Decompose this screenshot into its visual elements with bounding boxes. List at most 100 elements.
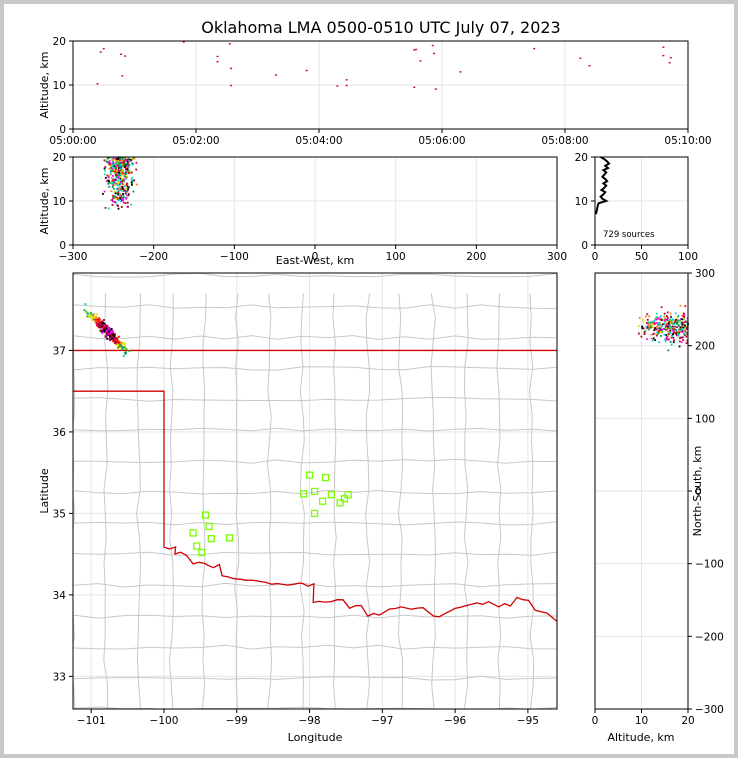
x-tick-label: 05:10:00: [664, 135, 711, 147]
north-south-point: [663, 328, 666, 330]
north-south-point: [657, 329, 660, 332]
north-south-point: [646, 322, 648, 324]
east-west-point: [118, 193, 121, 196]
east-west-point: [130, 181, 133, 184]
north-south-point: [667, 322, 670, 325]
plan-view-point: [111, 330, 114, 333]
time-height-point: [119, 53, 122, 55]
time-height-point: [216, 55, 219, 58]
plan-view-point: [96, 324, 99, 327]
x-tick-label: 10: [635, 715, 648, 727]
east-west-point: [116, 182, 119, 185]
time-height-point: [305, 69, 308, 72]
plan-view-point: [108, 329, 111, 332]
plan-view-point: [95, 313, 98, 316]
east-west-point: [109, 182, 112, 184]
plan-view-point: [113, 335, 116, 338]
east-west-point: [125, 184, 128, 186]
east-west-point: [112, 162, 115, 164]
north-south-point: [667, 349, 670, 352]
north-south-point: [669, 327, 671, 330]
north-south-point: [672, 331, 675, 334]
north-south-point: [646, 325, 649, 328]
y-tick-label: 20: [53, 36, 66, 48]
north-south-point: [668, 331, 671, 334]
north-south-point: [681, 323, 684, 326]
north-south-point: [640, 335, 643, 338]
north-south-point: [670, 321, 672, 324]
lma-station-marker: [310, 509, 319, 518]
north-south-point: [650, 333, 653, 336]
east-west-point: [126, 176, 129, 179]
north-south-point: [674, 325, 677, 328]
east-west-point: [115, 197, 118, 200]
east-west-point: [117, 197, 120, 200]
east-west-point: [124, 159, 126, 162]
north-south-point: [672, 329, 674, 332]
plan-view-panel: −101 −100 −99 −98 −97 −96 −95 33 34 35 36 37 Longi…: [38, 272, 558, 744]
histogram-y-ticks: 0 10 20: [575, 152, 595, 252]
time-height-point: [533, 47, 536, 50]
lma-station-marker: [305, 471, 314, 479]
time-height-point: [228, 43, 231, 45]
north-south-x-ticks: 0 10 20: [592, 709, 695, 727]
plan-view-point: [105, 327, 108, 330]
lma-figure: Oklahoma LMA 0500-0510 UTC July 07, 2023…: [38, 18, 724, 744]
x-tick-label: 05:06:00: [418, 135, 465, 147]
north-south-point: [682, 326, 685, 329]
north-south-point: [647, 323, 650, 326]
north-south-point: [676, 332, 679, 335]
time-height-point: [413, 86, 416, 88]
east-west-point: [128, 158, 131, 161]
east-west-point: [115, 182, 117, 185]
east-west-point: [107, 176, 110, 179]
east-west-grid: [72, 156, 558, 246]
east-west-point: [108, 180, 110, 183]
north-south-point: [666, 335, 669, 338]
time-height-point: [230, 84, 233, 87]
east-west-points: [102, 156, 138, 210]
time-height-point: [345, 84, 348, 87]
x-tick-label: −97: [371, 715, 393, 727]
east-west-point: [115, 196, 118, 199]
north-south-point: [684, 321, 687, 323]
y-tick-label: 20: [53, 152, 66, 164]
east-west-point: [119, 177, 122, 180]
east-west-point: [129, 159, 132, 162]
x-tick-label: 0: [592, 715, 599, 727]
east-west-point: [115, 165, 118, 168]
east-west-point: [127, 156, 130, 159]
north-south-point: [667, 325, 669, 328]
east-west-point: [130, 178, 133, 181]
county-line: [365, 293, 371, 709]
north-south-point: [672, 333, 675, 335]
north-south-point: [670, 326, 672, 329]
north-south-point: [662, 323, 665, 326]
north-south-point: [664, 338, 666, 341]
north-south-point: [663, 312, 666, 315]
plan-view-point: [97, 325, 100, 328]
east-west-point: [126, 172, 128, 175]
north-south-point: [646, 338, 648, 341]
north-south-point: [683, 315, 686, 318]
y-tick-label: 10: [575, 196, 588, 208]
east-west-point: [114, 190, 117, 193]
north-south-point: [648, 315, 651, 318]
east-west-point: [115, 174, 117, 177]
x-tick-label: 20: [681, 715, 694, 727]
lma-station-marker: [336, 499, 344, 507]
x-tick-label: −200: [139, 251, 168, 263]
north-south-point: [651, 322, 653, 325]
east-west-point: [116, 188, 118, 191]
north-south-point: [670, 316, 672, 319]
east-west-point: [121, 186, 124, 189]
x-tick-label: −95: [517, 715, 539, 727]
y-tick-label: 36: [53, 427, 67, 439]
east-west-height-panel: −300 −200 −100 0 100 200 300 0 10 20 East-West, …: [38, 152, 567, 267]
north-south-point: [665, 315, 668, 317]
county-line: [266, 293, 273, 709]
plan-view-point: [88, 315, 91, 318]
north-south-point: [653, 323, 656, 325]
east-west-point: [130, 203, 132, 206]
north-south-point: [667, 331, 670, 333]
